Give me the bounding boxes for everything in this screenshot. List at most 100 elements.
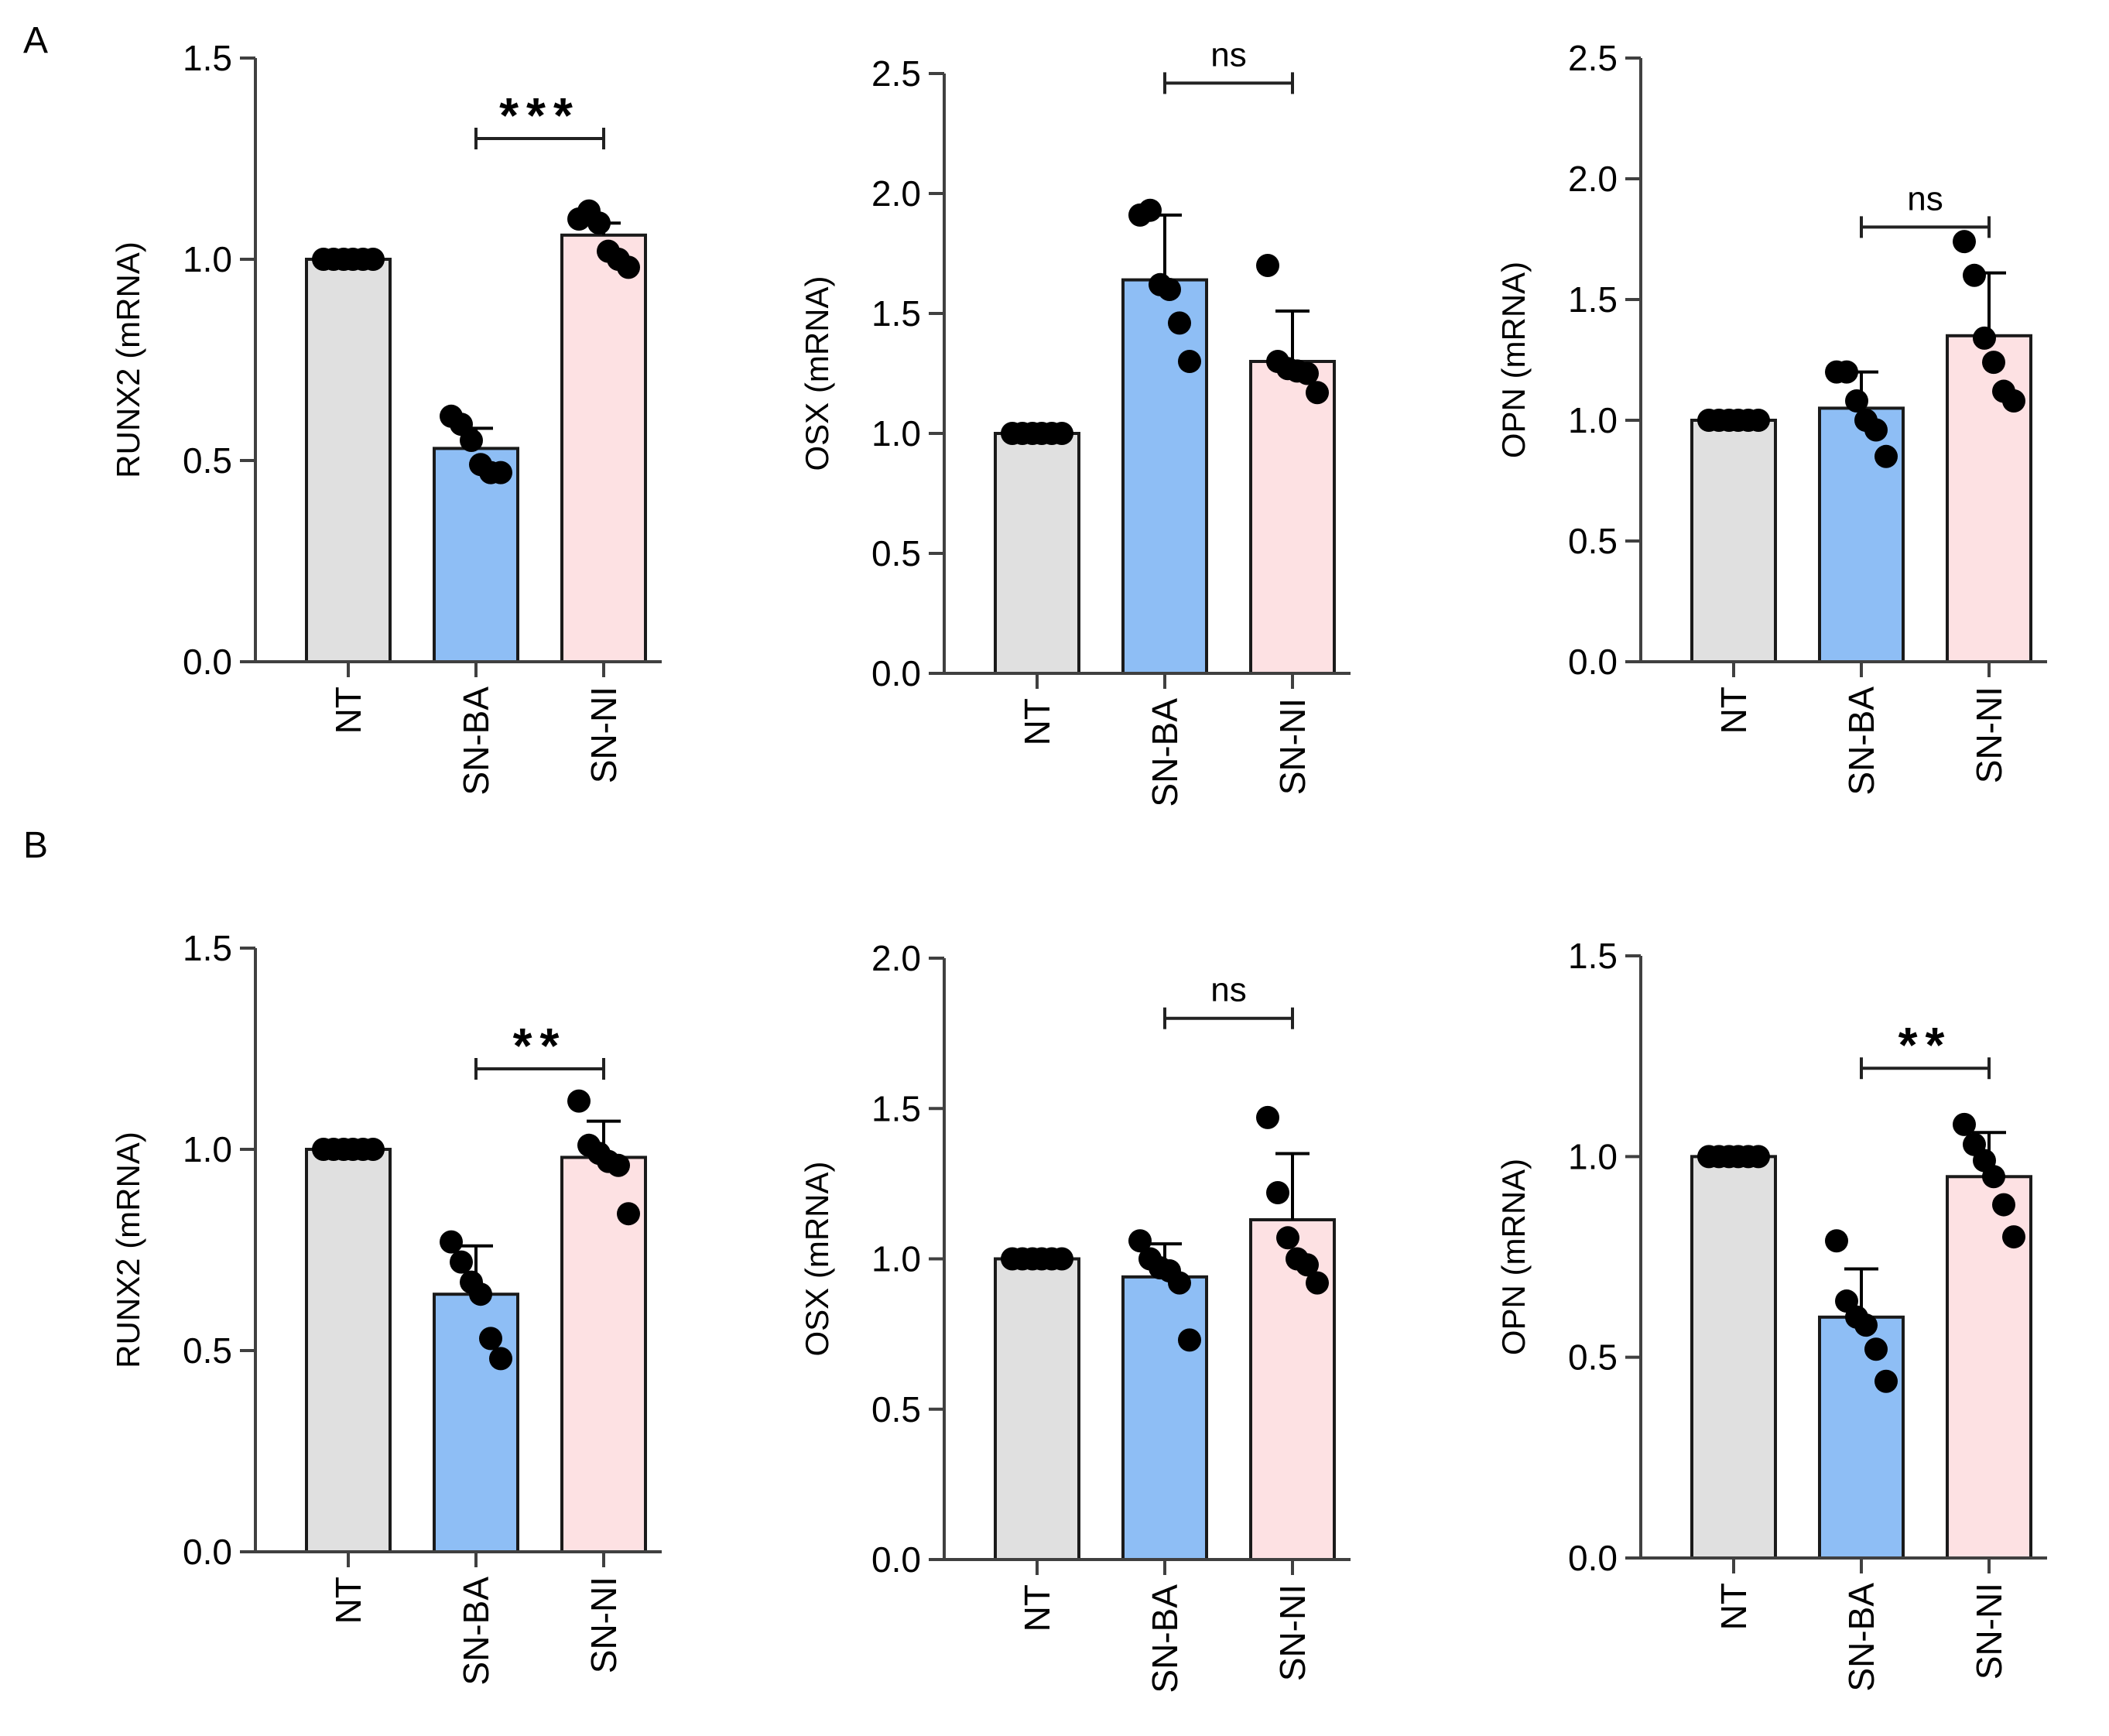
data-point-sn-ba (1168, 311, 1191, 335)
chart-a-3: 0.0 0.5 1.0 1.5 2.0 2.5 NT SN-BA SN-NI OPN (mRNA)… (1495, 38, 2047, 796)
data-point-sn-ni (1256, 1105, 1279, 1129)
data-point-sn-ni (2002, 1225, 2025, 1249)
y-tick-label: 2.0 (871, 173, 921, 214)
y-tick-label: 0.5 (1568, 1337, 1618, 1378)
x-tick-label-nt: NT (328, 687, 368, 734)
x-tick-label-nt: NT (328, 1577, 368, 1624)
y-tick-label: 2.5 (871, 53, 921, 94)
bar-sn-ba (1121, 1275, 1208, 1562)
data-point-sn-ni (1256, 254, 1279, 277)
y-tick-label: 0.0 (183, 642, 232, 682)
data-point-sn-ba (1874, 1369, 1898, 1393)
y-tick-label: 0.5 (1568, 521, 1618, 561)
data-point-nt (1050, 1247, 1073, 1271)
y-tick-label: 0.5 (183, 1330, 232, 1371)
y-tick-label: 0.0 (1568, 1538, 1618, 1578)
data-point-sn-ba (1845, 389, 1868, 413)
data-point-sn-ba (460, 429, 483, 452)
y-tick-label: 1.5 (183, 38, 232, 78)
data-point-sn-ba (1158, 278, 1181, 301)
data-point-sn-ni (1266, 1181, 1289, 1205)
data-point-sn-ni (587, 211, 611, 235)
y-tick-label: 1.0 (183, 239, 232, 279)
bar-nt (994, 1257, 1080, 1561)
significance-label: ns (1907, 180, 1943, 217)
y-tick-label: 1.5 (1568, 936, 1618, 976)
data-point-sn-ni (1973, 326, 1996, 350)
data-point-nt (1747, 409, 1770, 432)
data-point-sn-ba (489, 461, 512, 485)
bar-sn-ba (433, 1293, 519, 1553)
data-point-sn-ni (567, 1089, 591, 1113)
chart-a-2: 0.0 0.5 1.0 1.5 2.0 2.5 NT SN-BA SN-NI OSX (mRNA)… (799, 36, 1351, 807)
data-point-sn-ba (1138, 198, 1162, 222)
significance-label: *** (499, 87, 580, 143)
y-axis-label: OPN (mRNA) (1495, 262, 1532, 458)
data-point-nt (1747, 1145, 1770, 1169)
chart-b-1: 0.0 0.5 1.0 1.5 NT SN-BA SN-NI RUNX2 (mRNA) ** (110, 928, 662, 1686)
data-point-nt (1050, 422, 1073, 445)
panel-label-b: B (23, 825, 48, 866)
y-tick-label: 1.0 (183, 1129, 232, 1169)
data-point-sn-ni (1953, 1112, 1976, 1136)
data-point-sn-ba (1864, 1337, 1888, 1361)
bar-sn-ni (560, 233, 647, 663)
bar-nt (1690, 1155, 1777, 1560)
data-point-sn-ba (479, 1327, 502, 1351)
bar-sn-ba (433, 447, 519, 664)
y-tick-label: 1.0 (871, 413, 921, 454)
data-point-sn-ba (1874, 444, 1898, 468)
y-axis-label: OSX (mRNA) (799, 1162, 835, 1357)
data-point-sn-ba (469, 1282, 492, 1306)
data-point-sn-ni (2002, 389, 2025, 413)
data-point-sn-ni (607, 1153, 630, 1177)
x-tick-label-sn-ba: SN-BA (1145, 1584, 1185, 1693)
significance-label: ** (513, 1018, 567, 1073)
y-tick-label: 1.5 (1568, 279, 1618, 320)
data-point-sn-ni (1276, 1226, 1299, 1250)
data-point-sn-ni (1296, 1253, 1319, 1277)
data-point-sn-ba (1854, 1313, 1878, 1337)
y-tick-label: 0.0 (871, 653, 921, 693)
y-tick-label: 1.0 (1568, 1136, 1618, 1176)
x-tick-label-sn-ni: SN-NI (1272, 698, 1313, 795)
x-tick-label-nt: NT (1017, 1584, 1057, 1632)
x-tick-label-sn-ba: SN-BA (456, 1577, 496, 1686)
data-point-sn-ba (1168, 1271, 1191, 1295)
x-tick-label-sn-ni: SN-NI (584, 1577, 624, 1673)
data-point-nt (361, 248, 385, 271)
data-point-sn-ni (1982, 1165, 2005, 1189)
data-point-sn-ni (1992, 1193, 2015, 1217)
data-point-sn-ni (1296, 361, 1319, 385)
y-tick-label: 1.5 (871, 293, 921, 334)
y-axis-label: RUNX2 (mRNA) (110, 1132, 146, 1368)
data-point-sn-ba (1835, 360, 1858, 384)
data-point-sn-ba (1825, 1229, 1848, 1253)
x-tick-label-sn-ba: SN-BA (1145, 698, 1185, 807)
data-point-sn-ba (1178, 350, 1201, 373)
x-tick-label-sn-ba: SN-BA (456, 687, 496, 796)
y-axis-label: RUNX2 (mRNA) (110, 241, 146, 478)
y-axis-label: OSX (mRNA) (799, 276, 835, 471)
bar-nt (1690, 419, 1777, 663)
y-tick-label: 0.0 (871, 1539, 921, 1580)
data-point-sn-ba (1128, 1229, 1152, 1253)
y-tick-label: 2.5 (1568, 38, 1618, 78)
x-tick-label-sn-ni: SN-NI (584, 687, 624, 783)
y-tick-label: 0.5 (871, 1389, 921, 1430)
chart-a-1: 0.0 0.5 1.0 1.5 NT SN-BA SN-NI RUNX2 (mRNA) *** (110, 38, 662, 796)
data-point-nt (361, 1138, 385, 1161)
y-tick-label: 1.0 (871, 1239, 921, 1279)
chart-b-3: 0.0 0.5 1.0 1.5 NT SN-BA SN-NI OPN (mRNA) ** (1495, 936, 2047, 1692)
data-point-sn-ba (489, 1347, 512, 1371)
data-point-sn-ni (1953, 230, 1976, 254)
y-tick-label: 0.5 (183, 440, 232, 481)
y-tick-label: 1.5 (183, 928, 232, 968)
y-tick-label: 1.5 (871, 1088, 921, 1128)
y-tick-label: 0.0 (183, 1532, 232, 1572)
y-tick-label: 0.0 (1568, 642, 1618, 682)
data-point-sn-ni (1306, 381, 1329, 405)
panel-label-a: A (23, 20, 48, 61)
x-tick-label-sn-ni: SN-NI (1969, 1583, 2009, 1680)
